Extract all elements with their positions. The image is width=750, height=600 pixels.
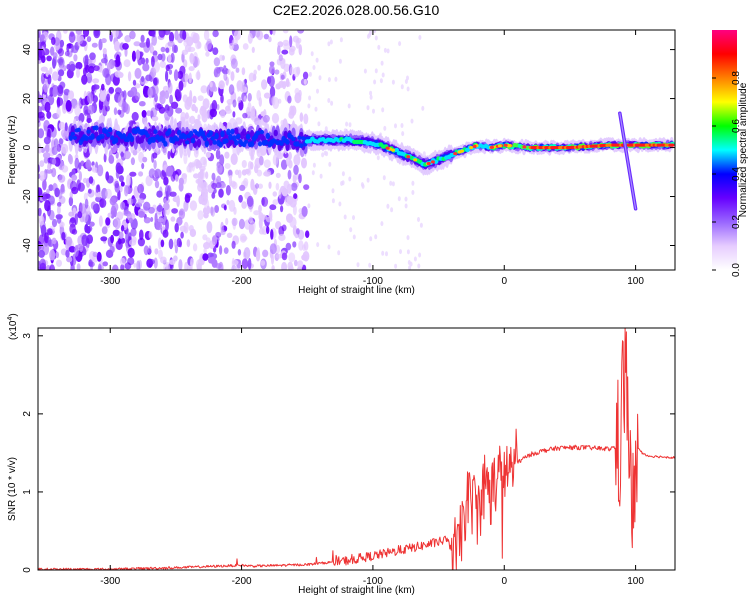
x-tick-label-top-2: -100 [363, 276, 383, 287]
x-tick-label-bottom-4: 100 [627, 576, 644, 587]
y-tick-label-top-4: 40 [22, 44, 33, 56]
y-tick-label-top-3: 20 [22, 93, 33, 105]
heatmap-area [38, 30, 675, 270]
spectrogram-frame [37, 29, 676, 271]
y-tick-label-bottom-3: 3 [22, 333, 33, 339]
y-scale-label-base: (x10 [8, 320, 19, 340]
y-tick-label-top-1: -20 [22, 189, 33, 204]
x-tick-label-bottom-1: -200 [232, 576, 252, 587]
y-scale-label-suffix: ) [8, 313, 19, 316]
x-tick-label-bottom-3: 0 [501, 576, 507, 587]
y-tick-label-top-2: 0 [22, 144, 33, 150]
y-tick-label-top-0: -40 [22, 238, 33, 253]
x-tick-label-top-0: -300 [100, 276, 120, 287]
y-scale-label: (x104) [7, 313, 19, 340]
x-tick-label-bottom-0: -300 [100, 576, 120, 587]
y-axis-title-top: Frequency (Hz) [7, 116, 18, 185]
colorbar-tick-label-1: 0.2 [731, 215, 742, 229]
x-axis-title-bottom: Height of straight line (km) [298, 585, 415, 596]
x-tick-label-bottom-2: -100 [363, 576, 383, 587]
x-axis-title-top: Height of straight line (km) [298, 285, 415, 296]
heatmap-noise [38, 30, 426, 270]
colorbar-tick-label-2: 0.4 [731, 167, 742, 181]
colorbar-tick-label-3: 0.6 [731, 119, 742, 133]
ridge-spike-core [619, 112, 637, 210]
y-scale-label-exponent: 4 [7, 317, 14, 321]
snr-plot: -300 -200 -100 0 100 0 1 2 3 Height of straight l… [7, 313, 676, 596]
colorbar-gradient [712, 30, 737, 270]
snr-line [38, 328, 675, 570]
x-tick-label-top-4: 100 [627, 276, 644, 287]
page-title: C2E2.2026.028.00.56.G10 [272, 2, 440, 18]
snr-frame [37, 327, 676, 571]
y-axis-title-bottom: SNR (10 * v/v) [7, 457, 18, 521]
heatmap-ridge [68, 111, 675, 211]
colorbar-tick-label-4: 0.8 [731, 71, 742, 85]
colorbar-title: Normalized spectral amplitude [738, 82, 749, 217]
y-tick-label-bottom-2: 2 [22, 411, 33, 417]
x-tick-label-top-3: 0 [501, 276, 507, 287]
y-tick-label-bottom-0: 0 [22, 567, 33, 573]
x-tick-label-top-1: -200 [232, 276, 252, 287]
snr-series [38, 328, 675, 570]
colorbar-tick-label-0: 0.0 [731, 263, 742, 277]
y-tick-label-bottom-1: 1 [22, 489, 33, 495]
